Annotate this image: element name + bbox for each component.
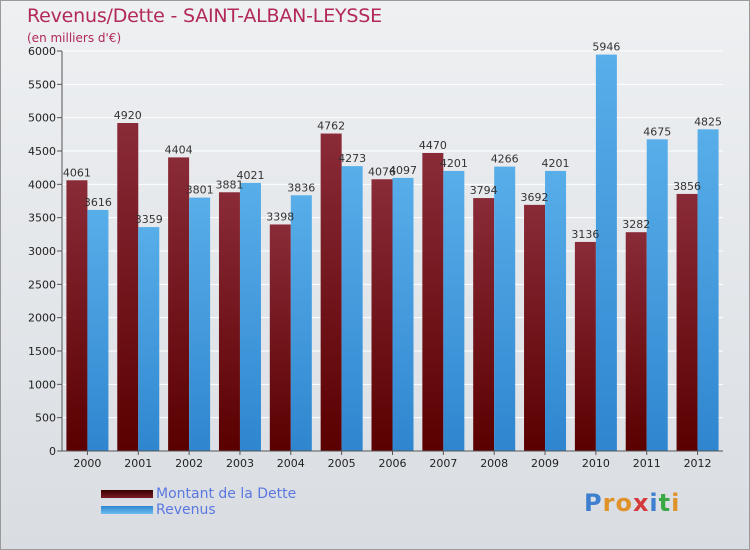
y-tick-label: 4000 bbox=[28, 178, 56, 191]
value-label-revenus: 4201 bbox=[440, 157, 468, 170]
bar-dette bbox=[168, 157, 190, 451]
bar-revenus bbox=[239, 182, 261, 451]
value-label-dette: 3881 bbox=[215, 178, 243, 191]
y-tick-label: 6000 bbox=[28, 45, 56, 58]
x-tick-label: 2005 bbox=[328, 457, 356, 470]
value-label-revenus: 4273 bbox=[338, 152, 366, 165]
y-tick-label: 2000 bbox=[28, 312, 56, 325]
x-tick-label: 2012 bbox=[684, 457, 712, 470]
bar-dette bbox=[473, 198, 495, 451]
bar-revenus bbox=[545, 170, 567, 451]
bar-revenus bbox=[646, 139, 668, 452]
x-tick-label: 2006 bbox=[379, 457, 407, 470]
x-tick-label: 2000 bbox=[73, 457, 101, 470]
x-axis: 2000 2001 2002 2003 2004 2005 2006 2007 2008 2009… bbox=[62, 450, 723, 470]
value-label-dette: 4061 bbox=[63, 166, 91, 179]
y-tick-label: 0 bbox=[49, 445, 56, 458]
bar-dette bbox=[66, 180, 88, 451]
value-label-dette: 3282 bbox=[622, 218, 650, 231]
logo-letter: t bbox=[658, 489, 672, 517]
legend-swatch-dette bbox=[101, 490, 153, 498]
y-tick-label: 3500 bbox=[28, 212, 56, 225]
x-tick-label: 2011 bbox=[633, 457, 661, 470]
x-tick-label: 2007 bbox=[429, 457, 457, 470]
value-label-dette: 3856 bbox=[673, 180, 701, 193]
proxiti-logo: Proxiti bbox=[584, 489, 680, 517]
bar-dette bbox=[676, 193, 698, 451]
x-tick-label: 2004 bbox=[277, 457, 305, 470]
logo-letter: i bbox=[649, 489, 659, 517]
value-label-dette: 4762 bbox=[317, 120, 345, 133]
value-label-dette: 4920 bbox=[114, 109, 142, 122]
y-tick-label: 4500 bbox=[28, 145, 56, 158]
value-label-revenus: 4201 bbox=[542, 157, 570, 170]
value-label-revenus: 4021 bbox=[236, 169, 264, 182]
legend-label-dette: Montant de la Dette bbox=[156, 486, 297, 502]
value-label-revenus: 4675 bbox=[643, 125, 671, 138]
y-axis: 0 500 1000 1500 2000 2500 3000 3500 4000 4500 5000… bbox=[28, 45, 63, 458]
value-label-revenus: 3801 bbox=[186, 184, 214, 197]
value-label-dette: 4404 bbox=[165, 143, 193, 156]
chart-title: Revenus/Dette - SAINT-ALBAN-LEYSSE bbox=[27, 5, 382, 27]
bar-revenus bbox=[697, 129, 719, 452]
value-label-dette: 3136 bbox=[571, 228, 599, 241]
bar-dette bbox=[117, 123, 139, 451]
value-label-dette: 3692 bbox=[521, 191, 549, 204]
value-label-dette: 4076 bbox=[368, 165, 396, 178]
bar-revenus bbox=[290, 195, 312, 451]
bar-revenus bbox=[392, 177, 414, 451]
bar-dette bbox=[218, 192, 240, 451]
bar-revenus bbox=[87, 209, 109, 451]
x-tick-label: 2002 bbox=[175, 457, 203, 470]
logo-letter: P bbox=[584, 489, 603, 517]
y-tick-label: 1000 bbox=[28, 378, 56, 391]
bar-revenus bbox=[189, 197, 211, 451]
bar-dette bbox=[371, 179, 393, 451]
value-label-revenus: 4266 bbox=[491, 153, 519, 166]
logo-letter: i bbox=[671, 489, 681, 517]
y-tick-label: 500 bbox=[35, 412, 56, 425]
bar-dette bbox=[625, 232, 647, 451]
logo-letter: o bbox=[615, 489, 633, 517]
bars bbox=[66, 54, 719, 452]
x-tick-label: 2003 bbox=[226, 457, 254, 470]
y-tick-label: 2500 bbox=[28, 278, 56, 291]
value-label-dette: 3398 bbox=[266, 210, 294, 223]
bar-revenus bbox=[494, 166, 516, 451]
value-label-revenus: 3616 bbox=[84, 196, 112, 209]
x-tick-label: 2009 bbox=[531, 457, 559, 470]
value-label-revenus: 4825 bbox=[694, 115, 722, 128]
y-tick-label: 3000 bbox=[28, 245, 56, 258]
value-label-revenus: 5946 bbox=[592, 41, 620, 54]
y-tick-label: 5000 bbox=[28, 112, 56, 125]
value-label-dette: 3794 bbox=[470, 184, 498, 197]
y-tick-label: 5500 bbox=[28, 78, 56, 91]
legend-label-revenus: Revenus bbox=[156, 502, 216, 518]
value-label-revenus: 3359 bbox=[135, 213, 163, 226]
bar-revenus bbox=[138, 227, 160, 451]
value-label-dette: 4470 bbox=[419, 139, 447, 152]
bar-dette bbox=[422, 153, 444, 451]
logo-letter: r bbox=[602, 489, 616, 517]
x-tick-label: 2010 bbox=[582, 457, 610, 470]
x-tick-label: 2008 bbox=[480, 457, 508, 470]
bar-revenus bbox=[443, 170, 465, 451]
value-label-revenus: 4097 bbox=[389, 164, 417, 177]
x-tick-label: 2001 bbox=[124, 457, 152, 470]
y-tick-label: 1500 bbox=[28, 345, 56, 358]
bar-revenus bbox=[595, 54, 617, 451]
bar-dette bbox=[574, 241, 596, 451]
bar-dette bbox=[269, 224, 291, 451]
bar-revenus bbox=[341, 166, 363, 451]
value-label-revenus: 3836 bbox=[287, 181, 315, 194]
bar-dette bbox=[524, 204, 546, 451]
bar-dette bbox=[320, 133, 342, 452]
logo-letter: x bbox=[632, 489, 650, 517]
chart-subtitle: (en milliers d'€) bbox=[27, 31, 122, 45]
legend-swatch-revenus bbox=[101, 506, 153, 514]
